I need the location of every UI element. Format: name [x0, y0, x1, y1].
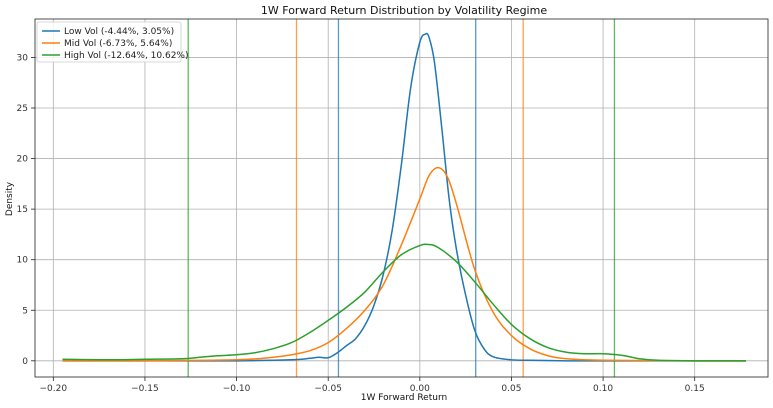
- y-tick-label: 15: [17, 205, 28, 215]
- y-axis-ticks: 0 5 10 15 20 25 30: [17, 53, 35, 367]
- density-curve-high-vol: [62, 243, 747, 362]
- y-tick-label: 30: [17, 53, 29, 63]
- y-tick-label: 0: [22, 357, 28, 367]
- x-tick-label: 0.05: [501, 384, 521, 394]
- legend-box: [36, 21, 182, 63]
- legend: Low Vol (-4.44%, 3.05%) Mid Vol (-6.73%,…: [36, 21, 189, 63]
- x-tick-label: −0.05: [314, 384, 342, 394]
- legend-label-high-vol: High Vol (-12.64%, 10.62%): [64, 51, 189, 61]
- density-curve-mid-vol: [62, 166, 747, 362]
- plot-border: [34, 18, 769, 378]
- chart-title: 1W Forward Return Distribution by Volati…: [261, 4, 547, 17]
- legend-entry-high-vol: High Vol (-12.64%, 10.62%): [42, 51, 189, 61]
- x-tick-label: 0.00: [410, 384, 430, 394]
- y-axis-label: Density: [5, 181, 15, 216]
- legend-entry-low-vol: Low Vol (-4.44%, 3.05%): [42, 27, 174, 37]
- legend-entry-mid-vol: Mid Vol (-6.73%, 5.64%): [42, 39, 172, 49]
- x-tick-label: −0.10: [223, 384, 251, 394]
- density-curve-low-vol: [62, 32, 747, 362]
- plot-area: [35, 19, 768, 377]
- legend-label-mid-vol: Mid Vol (-6.73%, 5.64%): [64, 39, 172, 49]
- x-axis-ticks: −0.20 −0.15 −0.10 −0.05 0.00 0.05 0.10 0.15: [40, 377, 705, 394]
- x-tick-label: 0.10: [593, 384, 613, 394]
- y-tick-label: 25: [17, 104, 28, 114]
- density-curves: [62, 32, 747, 362]
- x-tick-label: −0.15: [131, 384, 159, 394]
- x-axis-label: 1W Forward Return: [361, 393, 447, 403]
- y-tick-label: 10: [17, 256, 29, 266]
- y-tick-label: 5: [22, 306, 28, 316]
- percentile-lines: [187, 19, 616, 377]
- x-tick-label: 0.15: [685, 384, 705, 394]
- legend-label-low-vol: Low Vol (-4.44%, 3.05%): [64, 27, 174, 37]
- x-tick-label: −0.20: [40, 384, 68, 394]
- y-tick-label: 20: [17, 155, 29, 165]
